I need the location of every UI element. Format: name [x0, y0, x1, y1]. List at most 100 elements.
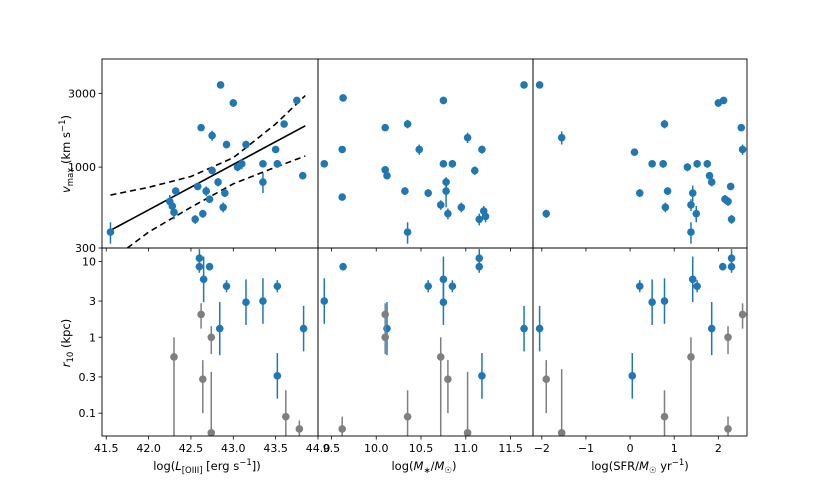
x-tick-label: 11.0: [454, 442, 479, 455]
data-point: [222, 140, 231, 149]
data-point: [635, 189, 644, 197]
data-point: [338, 145, 346, 154]
x-tick-label: 10.5: [409, 442, 434, 455]
data-point: [171, 187, 180, 195]
data-point: [724, 197, 732, 206]
data-point-gray: [295, 425, 304, 433]
data-point: [705, 171, 714, 180]
data-point: [338, 193, 346, 201]
data-point-gray: [463, 429, 472, 436]
data-point: [463, 133, 472, 142]
data-point: [439, 160, 448, 168]
y-tick-label: 1: [89, 331, 96, 344]
data-point: [273, 372, 282, 380]
panel-top-left: 300 1000 3000: [68, 58, 319, 255]
data-point: [687, 201, 695, 209]
data-point: [205, 195, 214, 204]
data-point: [444, 209, 452, 218]
data-point: [199, 209, 207, 218]
data-point: [259, 297, 267, 305]
x-tick-label: 42.0: [136, 442, 161, 455]
data-point: [205, 262, 214, 271]
data-point: [208, 166, 216, 175]
data-point-gray: [660, 412, 669, 421]
data-point: [320, 160, 329, 168]
panel-bottom-left: 41.5 42.0 42.5 43.0 43.5 44.0 0.1 0.3 1 3 10: [79, 247, 331, 455]
data-point: [448, 160, 457, 168]
data-point-gray: [436, 353, 445, 361]
data-point: [216, 81, 225, 89]
data-point: [727, 262, 736, 271]
panel-plot-area: [170, 249, 308, 436]
data-point: [424, 282, 432, 291]
data-point: [273, 160, 282, 168]
data-point: [475, 215, 484, 224]
data-point: [693, 282, 701, 291]
x-tick-label: 2: [715, 442, 722, 455]
panel-plot-area: [320, 81, 528, 244]
x-tick-label: 43.0: [221, 442, 246, 455]
data-point: [688, 189, 697, 197]
data-point: [383, 324, 391, 333]
bottom-ylabel: r10 (kpc): [59, 319, 76, 367]
data-point-gray: [542, 375, 551, 384]
panel-plot-area: [106, 81, 307, 248]
data-point: [202, 187, 210, 195]
xlabel-oiii: log(L[OIII] [erg s−1]): [153, 458, 261, 476]
x-tick-label: −2: [534, 442, 550, 455]
data-point: [660, 120, 669, 128]
x-tick-label: 41.5: [94, 442, 119, 455]
data-point: [280, 120, 288, 128]
x-tick-label: 44.0: [306, 442, 331, 455]
data-point: [648, 160, 656, 168]
data-point: [381, 166, 389, 174]
data-point: [222, 282, 231, 291]
data-point: [401, 187, 409, 195]
data-point: [229, 99, 238, 107]
xlabel-mass: log(M∗/M☉): [391, 459, 456, 476]
x-tick-label: 42.5: [179, 442, 204, 455]
data-point-gray: [738, 310, 747, 319]
x-tick-label: 43.5: [263, 442, 288, 455]
panels: 300 1000 3000 41.5 42.0 42.5 43.0 43.5 44.0 0.1 0.…: [68, 58, 748, 455]
data-point: [320, 297, 329, 305]
data-point-gray: [444, 375, 452, 384]
data-point-gray: [170, 353, 178, 361]
data-point: [520, 81, 528, 89]
fit-lower-band: [126, 155, 306, 248]
data-point: [535, 81, 544, 89]
data-point: [170, 208, 178, 217]
data-point: [448, 282, 457, 291]
data-point: [339, 94, 347, 102]
data-point: [542, 209, 551, 218]
data-point: [208, 131, 216, 140]
data-point: [191, 215, 199, 224]
data-point: [383, 171, 391, 180]
data-point: [726, 182, 735, 191]
x-tick-label: 1: [671, 442, 678, 455]
data-point: [727, 254, 736, 263]
panel-frame: [532, 247, 748, 437]
y-tick-label: 0.3: [79, 371, 97, 384]
data-point: [273, 282, 282, 291]
data-point: [403, 120, 412, 128]
panel-frame: [532, 58, 748, 249]
y-tick-label: 3000: [68, 87, 96, 100]
data-point: [557, 133, 566, 142]
data-point: [648, 298, 656, 306]
data-point: [738, 145, 747, 154]
data-point: [457, 203, 466, 212]
data-point: [219, 203, 227, 212]
data-point: [439, 96, 448, 105]
data-point-gray: [403, 412, 412, 421]
data-point: [195, 254, 204, 263]
x-tick-label: 11.5: [498, 442, 523, 455]
x-tick-label: 10.0: [364, 442, 389, 455]
data-point: [718, 262, 727, 271]
data-point-gray: [338, 425, 346, 433]
data-point-gray: [197, 310, 205, 319]
data-point: [214, 178, 222, 186]
data-point: [237, 160, 246, 168]
data-point: [259, 178, 267, 186]
